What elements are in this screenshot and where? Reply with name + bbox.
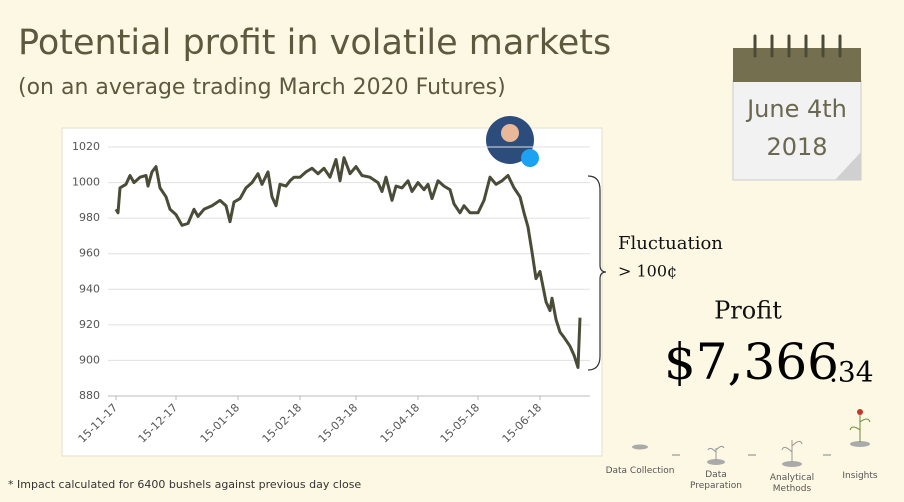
profit-cents: .34 [829,356,874,389]
y-tick-label: 1000 [72,176,100,189]
y-tick-label: 880 [79,389,100,402]
soil [632,444,648,450]
footnote: * Impact calculated for 6400 bushels aga… [8,478,361,491]
calendar: June 4th 2018 [732,34,862,181]
profit-main: $7,366 [664,333,839,391]
y-tick-label: 960 [79,247,100,260]
y-tick-label: 1020 [72,140,100,153]
title: Potential profit in volatile markets [18,23,611,63]
calendar-page [732,79,862,181]
flowering-plant [849,412,871,442]
soil [707,459,725,465]
avatar [486,116,539,167]
process-step: Insights [842,471,878,481]
rings [753,34,842,58]
y-tick-label: 980 [79,211,100,224]
process-step: Data Preparation [690,470,742,491]
soil [782,461,802,467]
plant [781,440,803,462]
calendar-year: 2018 [766,133,827,161]
y-tick-label: 920 [79,318,100,331]
flower [857,409,863,415]
y-tick-label: 940 [79,282,100,295]
fluctuation-amount: > 100¢ [618,262,677,281]
avatar-face [501,124,519,142]
y-tick-label: 900 [79,353,100,366]
page-curl [835,152,861,180]
calendar-date: June 4th [745,95,847,123]
subtitle: (on an average trading March 2020 Future… [18,75,506,100]
process-step: Analytical Methods [769,473,815,494]
bracket [587,175,607,371]
process-icons [632,409,871,467]
process-step: Data Collection [605,466,675,476]
fluctuation: Fluctuation [618,233,723,254]
calendar-band [733,48,861,82]
twitter-badge [521,149,539,167]
soil [850,441,870,447]
profit-label: Profit [714,297,782,325]
sprout [707,445,725,460]
price-line [114,156,582,369]
